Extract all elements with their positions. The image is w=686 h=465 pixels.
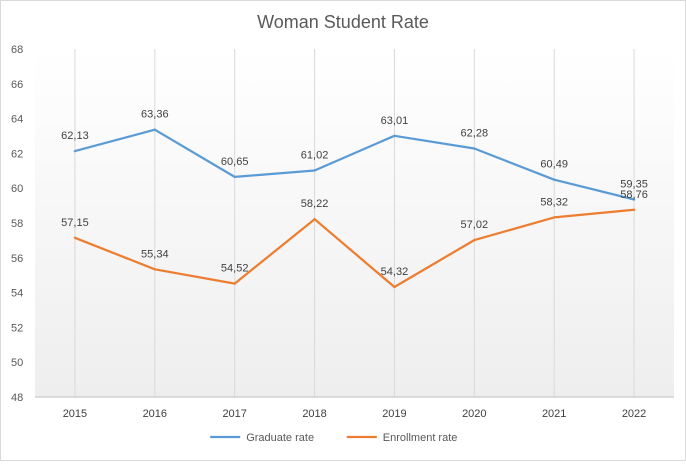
- data-point-enrollment-rate: [632, 208, 636, 211]
- data-point-graduate-rate: [632, 198, 636, 201]
- legend-label-enrollment-rate: Enrollment rate: [383, 432, 458, 444]
- series-line-enrollment-rate: [74, 208, 635, 289]
- data-label-graduate-rate: 61,02: [301, 149, 329, 161]
- chart-title: Woman Student Rate: [257, 12, 429, 32]
- data-point-enrollment-rate: [552, 216, 556, 219]
- x-tick-label-2016: 2016: [143, 408, 167, 420]
- data-label-enrollment-rate: 58,32: [540, 196, 568, 208]
- data-label-graduate-rate: 63,01: [381, 115, 409, 127]
- gridlines: [74, 49, 635, 397]
- data-point-graduate-rate: [153, 128, 157, 131]
- y-tick-label: 68: [11, 44, 23, 56]
- y-tick-label: 60: [11, 183, 23, 195]
- data-labels: 62,13 63,36 60,65 61,02 63,01 62,28 60,49 59,35…: [61, 109, 648, 278]
- data-label-graduate-rate: 63,36: [141, 109, 169, 121]
- data-point-enrollment-rate: [153, 268, 157, 271]
- data-point-enrollment-rate: [393, 285, 396, 289]
- data-label-graduate-rate: 62,13: [61, 130, 89, 142]
- data-label-enrollment-rate: 58,22: [301, 198, 329, 210]
- y-tick-label: 48: [11, 392, 23, 404]
- data-label-enrollment-rate: 54,32: [381, 266, 409, 278]
- data-point-enrollment-rate: [473, 238, 476, 242]
- y-tick-label: 58: [11, 218, 23, 230]
- data-point-graduate-rate: [473, 147, 476, 150]
- legend-label-graduate-rate: Graduate rate: [246, 432, 314, 444]
- x-tick-label-2022: 2022: [622, 408, 646, 420]
- y-tick-label: 66: [11, 79, 23, 91]
- data-label-graduate-rate: 62,28: [461, 128, 489, 140]
- plot-background: [35, 49, 674, 397]
- y-tick-label: 62: [11, 148, 23, 160]
- x-tick-label-2018: 2018: [302, 408, 326, 420]
- data-point-enrollment-rate: [313, 217, 316, 221]
- data-point-graduate-rate: [73, 149, 77, 153]
- x-tick-label-2017: 2017: [222, 408, 246, 420]
- x-tick-label-2019: 2019: [382, 408, 406, 420]
- data-point-graduate-rate: [393, 134, 396, 138]
- data-label-graduate-rate: 60,65: [221, 156, 249, 168]
- x-tick-label-2015: 2015: [63, 408, 87, 420]
- data-point-graduate-rate: [313, 169, 316, 172]
- y-tick-label: 54: [11, 288, 23, 300]
- data-label-enrollment-rate: 55,34: [141, 248, 169, 260]
- series-layer: [73, 128, 636, 289]
- y-tick-label: 52: [11, 322, 23, 334]
- x-tick-label-2020: 2020: [462, 408, 486, 420]
- data-label-enrollment-rate: 57,15: [61, 217, 89, 229]
- data-label-enrollment-rate: 57,02: [461, 219, 489, 231]
- data-point-graduate-rate: [233, 175, 236, 179]
- legend: Graduate rate Enrollment rate: [210, 432, 457, 444]
- data-point-enrollment-rate: [73, 236, 77, 239]
- y-tick-label: 56: [11, 253, 23, 265]
- data-label-graduate-rate: 60,49: [540, 159, 568, 171]
- axes: 48 50 52 54 56 58 60 62 64 66 68 2015 2016 2017 2018 20…: [11, 44, 674, 420]
- data-label-graduate-rate: 59,35: [620, 179, 648, 191]
- data-point-graduate-rate: [552, 178, 556, 181]
- data-point-enrollment-rate: [233, 282, 236, 285]
- x-tick-label-2021: 2021: [542, 408, 566, 420]
- data-label-enrollment-rate: 54,52: [221, 263, 249, 275]
- series-line-graduate-rate: [74, 128, 635, 201]
- data-label-enrollment-rate: 58,76: [620, 189, 648, 201]
- y-tick-label: 50: [11, 357, 23, 369]
- y-tick-label: 64: [11, 114, 23, 126]
